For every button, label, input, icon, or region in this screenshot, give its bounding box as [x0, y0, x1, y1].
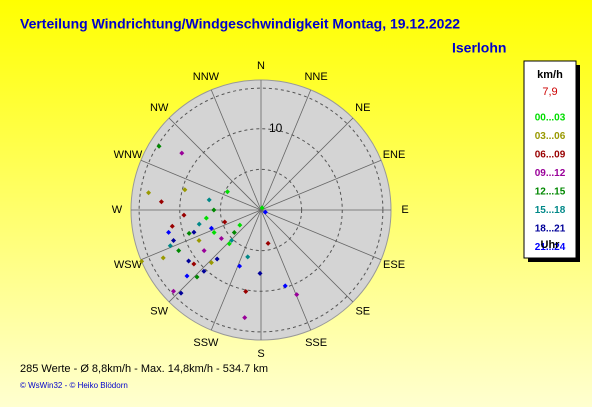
- legend-entry: 06...09: [535, 150, 566, 161]
- legend-entry: 03...06: [535, 131, 566, 142]
- data-point: [243, 288, 249, 294]
- data-point: [211, 229, 217, 235]
- legend-entry: 15...18: [535, 205, 566, 216]
- data-point: [196, 221, 202, 227]
- data-point: [262, 209, 268, 215]
- direction-label: SSE: [305, 337, 327, 349]
- data-point: [237, 222, 243, 228]
- spoke: [210, 89, 262, 211]
- direction-label: NNW: [193, 71, 220, 83]
- spoke: [260, 89, 312, 211]
- data-point: [178, 290, 184, 296]
- data-point: [171, 288, 177, 294]
- data-point: [282, 283, 288, 289]
- direction-label: N: [257, 60, 265, 72]
- data-point: [196, 237, 202, 243]
- data-point: [201, 248, 207, 254]
- data-point: [171, 237, 177, 243]
- data-point: [160, 255, 166, 261]
- data-point: [191, 229, 197, 235]
- spoke: [140, 209, 262, 261]
- spoke: [260, 209, 382, 261]
- spoke: [140, 159, 262, 211]
- data-point: [186, 230, 192, 236]
- grid-ring: [179, 128, 343, 292]
- data-point: [156, 143, 162, 149]
- legend-entry: 09...12: [535, 168, 566, 179]
- data-point: [176, 248, 182, 254]
- data-point: [226, 241, 232, 247]
- data-point: [211, 207, 217, 213]
- data-point: [206, 197, 212, 203]
- legend-entry: 12...15: [535, 187, 566, 198]
- stats: 285 Werte - Ø 8,8km/h - Max. 14,8km/h - …: [20, 363, 268, 375]
- grid-ring: [219, 168, 303, 252]
- data-point: [259, 205, 265, 211]
- direction-label: ENE: [383, 149, 406, 161]
- direction-label: WNW: [114, 149, 143, 161]
- data-point: [169, 223, 175, 229]
- direction-label: WSW: [114, 259, 143, 271]
- data-point: [186, 258, 192, 264]
- chart-title: Verteilung Windrichtung/Windgeschwindigk…: [20, 16, 460, 32]
- location: Iserlohn: [452, 40, 506, 56]
- data-point: [214, 256, 220, 262]
- data-point: [265, 240, 271, 246]
- spoke: [210, 209, 262, 331]
- data-point: [229, 237, 235, 243]
- direction-label: S: [257, 348, 264, 360]
- direction-label: SSW: [193, 337, 219, 349]
- data-point: [146, 190, 152, 196]
- data-point: [166, 229, 172, 235]
- data-point: [237, 263, 243, 269]
- legend-entry: 18...21: [535, 224, 566, 235]
- data-point: [224, 189, 230, 195]
- spoke: [168, 209, 262, 303]
- grid-ring: [138, 87, 384, 333]
- spoke: [260, 117, 354, 211]
- data-point: [231, 230, 237, 236]
- legend-value: 7,9: [542, 86, 557, 98]
- data-point: [139, 258, 145, 264]
- data-point: [158, 199, 164, 205]
- data-point: [184, 273, 190, 279]
- direction-label: NNE: [304, 71, 327, 83]
- data-point: [181, 212, 187, 218]
- spoke: [260, 209, 312, 331]
- data-point: [222, 219, 228, 225]
- data-point: [218, 235, 224, 241]
- direction-label: SE: [355, 306, 370, 318]
- data-point: [167, 243, 173, 249]
- data-point: [203, 215, 209, 221]
- legend-entry: 00...03: [535, 113, 566, 124]
- data-point: [208, 225, 214, 231]
- data-point: [191, 261, 197, 267]
- data-point: [245, 254, 251, 260]
- data-point: [201, 268, 207, 274]
- data-point: [208, 260, 214, 266]
- direction-label: SW: [150, 306, 168, 318]
- spoke: [260, 209, 354, 303]
- data-point: [294, 292, 300, 298]
- spoke: [168, 117, 262, 211]
- direction-label: E: [401, 204, 408, 216]
- data-point: [257, 270, 263, 276]
- legend-title: km/h: [537, 69, 563, 81]
- data-point: [194, 274, 200, 280]
- direction-label: NE: [355, 102, 370, 114]
- legend-entry: 21...24: [535, 242, 566, 253]
- direction-label: ESE: [383, 259, 405, 271]
- direction-label: W: [112, 204, 123, 216]
- r-tick-label: 10: [269, 121, 283, 135]
- data-point: [179, 150, 185, 156]
- legend-footer: Uhr: [541, 239, 561, 251]
- spoke: [260, 159, 382, 211]
- data-point: [242, 315, 248, 321]
- data-point: [182, 187, 188, 193]
- direction-label: NW: [150, 102, 169, 114]
- credit: © WsWin32 - © Heiko Blödorn: [20, 381, 128, 390]
- legend-box: [523, 60, 577, 259]
